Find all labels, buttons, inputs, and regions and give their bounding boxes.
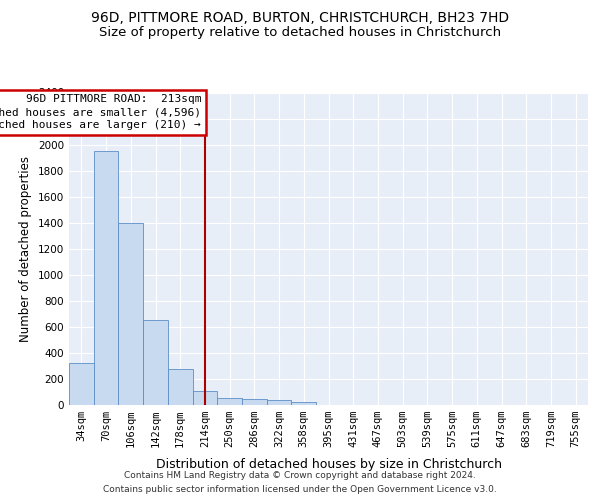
Text: Contains HM Land Registry data © Crown copyright and database right 2024.: Contains HM Land Registry data © Crown c… — [124, 472, 476, 480]
Bar — [143, 320, 168, 405]
Bar — [69, 362, 94, 405]
Bar — [168, 369, 193, 405]
Bar — [217, 398, 242, 405]
Bar — [292, 402, 316, 405]
Bar — [118, 222, 143, 405]
Y-axis label: Number of detached properties: Number of detached properties — [19, 156, 32, 342]
Bar — [267, 400, 292, 405]
Text: Contains public sector information licensed under the Open Government Licence v3: Contains public sector information licen… — [103, 484, 497, 494]
Text: 96D PITTMORE ROAD:  213sqm
← 96% of detached houses are smaller (4,596)
4% of se: 96D PITTMORE ROAD: 213sqm ← 96% of detac… — [0, 94, 201, 130]
Text: 96D, PITTMORE ROAD, BURTON, CHRISTCHURCH, BH23 7HD: 96D, PITTMORE ROAD, BURTON, CHRISTCHURCH… — [91, 11, 509, 25]
Bar — [193, 392, 217, 405]
Bar — [242, 399, 267, 405]
Bar — [94, 151, 118, 405]
Text: Size of property relative to detached houses in Christchurch: Size of property relative to detached ho… — [99, 26, 501, 39]
X-axis label: Distribution of detached houses by size in Christchurch: Distribution of detached houses by size … — [155, 458, 502, 471]
